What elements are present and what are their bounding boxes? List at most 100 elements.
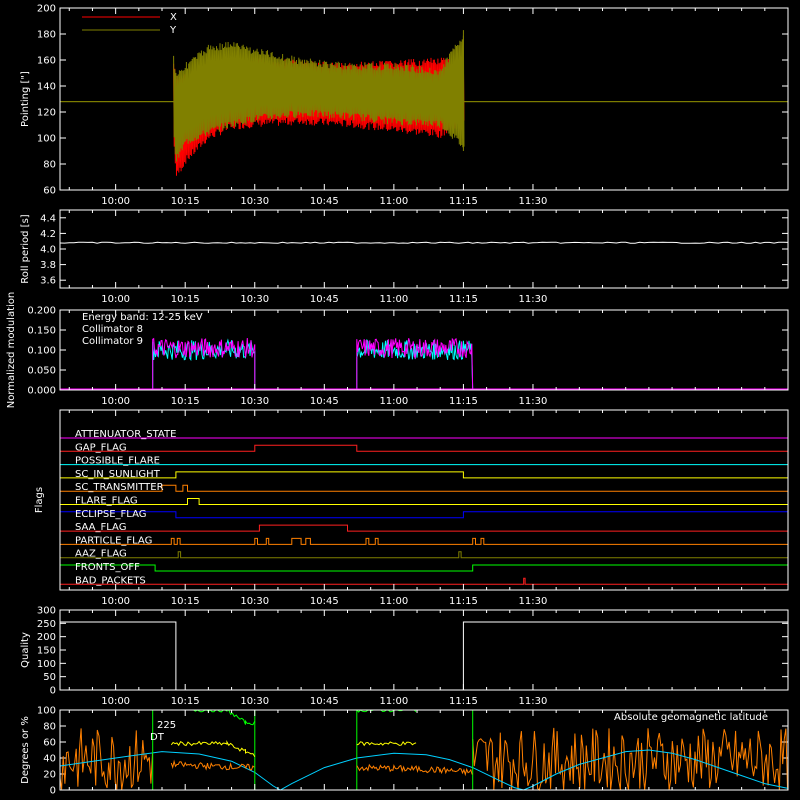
x-tick-label: 11:30	[519, 294, 548, 305]
panel-flags: ATTENUATOR_STATE GAP_FLAG POSSIBLE_FLARE SC…	[34, 409, 789, 607]
panel-pointing: 60 80 100 120 140 160 180 200 XY 10:00 10:15 10:30 1…	[20, 4, 789, 207]
panel-geomagnetic: 0 20 40 60 80 100 Absolute geomagnetic latitud…	[20, 706, 789, 797]
y-tick-label: 150	[37, 646, 56, 657]
series-y-line	[173, 35, 465, 162]
energy-band-annotation: Energy band: 12-25 keV	[82, 312, 203, 323]
y-axis-label: Flags	[34, 487, 45, 513]
flag-label: POSSIBLE_FLARE	[75, 456, 160, 467]
x-tick-label: 10:15	[171, 696, 200, 707]
y-tick-label: 100	[37, 706, 56, 717]
y-tick-label: 0	[50, 686, 56, 697]
y-axis-label: Pointing ["]	[20, 71, 31, 127]
y-tick-label: 80	[43, 160, 56, 171]
legend-label: Y	[169, 25, 177, 36]
x-tick-label: 10:45	[310, 596, 339, 607]
x-tick-label: 10:45	[310, 196, 339, 207]
x-tick-label: 10:00	[101, 196, 130, 207]
x-tick-label: 10:00	[101, 596, 130, 607]
flag-label: FRONTS_OFF	[75, 562, 140, 573]
y-tick-label: 0.000	[27, 386, 56, 397]
y-axis-label: Quality	[20, 632, 31, 668]
x-tick-label: 11:15	[449, 396, 478, 407]
y-tick-label: 120	[37, 108, 56, 119]
x-tick-label: 11:15	[449, 294, 478, 305]
y-tick-label: 3.6	[40, 276, 56, 287]
geo-series-orange_rate	[356, 763, 473, 777]
plot-frame	[59, 409, 789, 591]
x-tick-label: 11:15	[449, 696, 478, 707]
y-tick-label: 40	[43, 754, 56, 765]
x-tick-label: 10:30	[240, 696, 269, 707]
geo-series-absolute-geomagnetic-latitude	[59, 749, 789, 791]
flag-label: PARTICLE_FLAG	[75, 535, 152, 546]
y-axis-label: Roll period [s]	[20, 214, 31, 283]
flag-line-sc_transmitter	[60, 484, 788, 492]
y-tick-label: 100	[37, 659, 56, 670]
geo-series-yellow_rate	[356, 740, 417, 747]
y-tick-label: 4.0	[40, 245, 56, 256]
y-tick-label: 4.2	[40, 229, 56, 240]
panel-modulation: 0.000 0.050 0.100 0.150 0.200 Energy band: 12…	[6, 292, 789, 409]
geo-series-yellow_rate	[170, 739, 256, 757]
flag-label: AAZ_FLAG	[75, 549, 127, 560]
x-tick-label: 10:00	[101, 294, 130, 305]
x-tick-label: 10:45	[310, 294, 339, 305]
series-collimator-8-line	[356, 338, 474, 391]
flag-label: GAP_FLAG	[75, 442, 127, 453]
flag-line-particle_flag	[60, 537, 788, 545]
x-tick-label: 11:00	[379, 196, 408, 207]
y-tick-label: 60	[43, 186, 56, 197]
x-tick-label: 10:00	[101, 396, 130, 407]
y-tick-label: 180	[37, 30, 56, 41]
x-tick-label: 10:15	[171, 196, 200, 207]
y-tick-label: 60	[43, 738, 56, 749]
x-tick-label: 11:00	[379, 294, 408, 305]
y-tick-label: 80	[43, 722, 56, 733]
y-tick-label: 200	[37, 4, 56, 15]
y-tick-label: 250	[37, 619, 56, 630]
legend-label: Collimator 9	[82, 336, 143, 347]
x-tick-label: 10:15	[171, 396, 200, 407]
flag-label: ATTENUATOR_STATE	[75, 429, 176, 440]
flag-line-eclipse_flag	[59, 511, 789, 519]
orange-noise	[59, 728, 153, 791]
y-tick-label: 50	[43, 672, 56, 683]
y-tick-label: 20	[43, 770, 56, 781]
series-collimator-9-line	[356, 337, 474, 391]
flag-line-gap_flag	[60, 444, 788, 452]
x-tick-label: 11:30	[519, 196, 548, 207]
y-tick-label: 4.4	[40, 213, 56, 224]
x-tick-label: 10:30	[240, 196, 269, 207]
x-tick-label: 11:15	[449, 196, 478, 207]
flag-line-flare_flag	[60, 498, 788, 505]
flag-label: ECLIPSE_FLAG	[75, 509, 146, 520]
y-axis-label: Degrees or %	[20, 716, 31, 784]
y-tick-label: 300	[37, 606, 56, 617]
flag-line-sc_in_sunlight	[60, 471, 788, 479]
y-axis-label: Normalized modulation	[6, 292, 17, 409]
y-tick-label: 0.100	[27, 346, 56, 357]
x-tick-label: 11:00	[379, 596, 408, 607]
x-tick-label: 10:45	[310, 396, 339, 407]
flag-line-saa_flag	[60, 524, 788, 532]
x-tick-label: 10:30	[240, 396, 269, 407]
flag-label: FLARE_FLAG	[75, 496, 138, 507]
flag-label: SC_IN_SUNLIGHT	[75, 469, 161, 480]
geomagnetic-annotation: Absolute geomagnetic latitude	[614, 712, 768, 723]
geo-series-orange_rate	[170, 759, 255, 771]
flag-line-bad_packets	[60, 577, 788, 585]
x-tick-label: 11:30	[519, 696, 548, 707]
x-tick-label: 11:30	[519, 596, 548, 607]
flag-label: SC_TRANSMITTER	[75, 482, 164, 493]
x-tick-label: 11:00	[379, 696, 408, 707]
y-tick-label: 140	[37, 82, 56, 93]
x-tick-label: 10:15	[171, 596, 200, 607]
x-tick-label: 10:45	[310, 696, 339, 707]
flag-label: BAD_PACKETS	[75, 575, 146, 586]
x-tick-label: 10:30	[240, 596, 269, 607]
partial-label: 225	[157, 720, 176, 731]
flag-label: SAA_FLAG	[75, 522, 126, 533]
